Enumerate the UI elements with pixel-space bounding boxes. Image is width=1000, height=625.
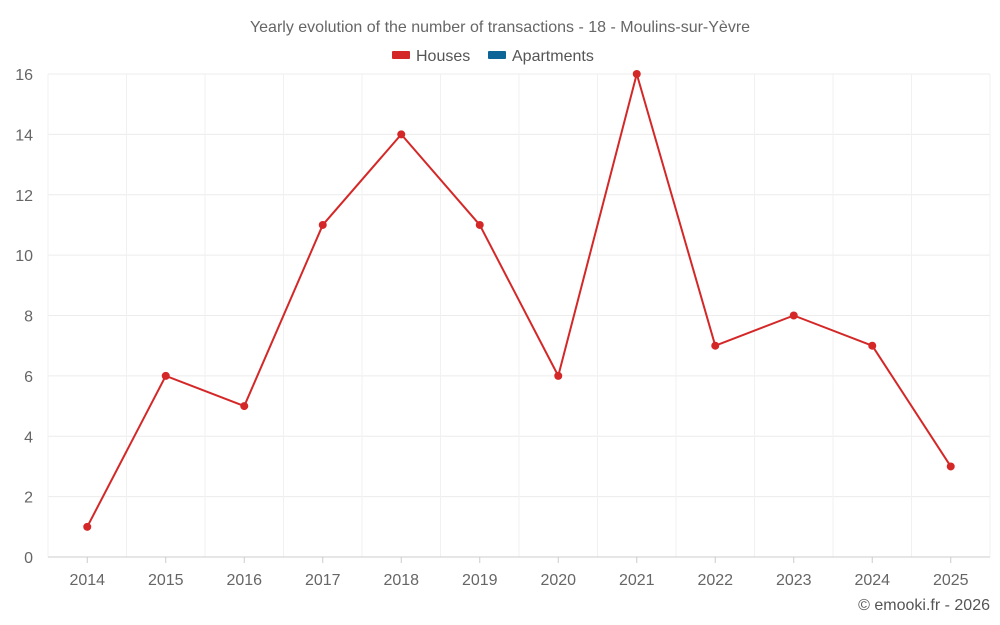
data-point[interactable]: [632, 70, 641, 78]
data-point[interactable]: [83, 522, 92, 531]
data-point[interactable]: [475, 220, 484, 229]
data-point[interactable]: [554, 371, 563, 380]
x-tick-label: 2024: [854, 572, 890, 589]
series-line-houses: [86, 73, 952, 528]
x-tick-label: 2025: [933, 572, 969, 589]
legend-item-houses[interactable]: Houses: [392, 48, 470, 65]
x-tick-label: 2016: [226, 572, 262, 589]
y-tick-label: 6: [24, 369, 33, 386]
x-tick-label: 2017: [305, 572, 341, 589]
legend-swatch-houses: [392, 51, 410, 59]
x-tick-label: 2019: [462, 572, 498, 589]
grid: [47, 73, 991, 558]
legend-label-houses: Houses: [416, 48, 470, 65]
x-tick-label: 2023: [776, 572, 812, 589]
y-tick-label: 10: [15, 248, 33, 265]
data-point[interactable]: [868, 341, 877, 350]
x-tick-label: 2014: [69, 572, 105, 589]
legend-item-apartments[interactable]: Apartments: [488, 48, 594, 65]
y-tick-label: 4: [24, 429, 33, 446]
x-tick-label: 2022: [697, 572, 733, 589]
y-tick-label: 0: [24, 550, 33, 567]
legend: Houses Apartments: [392, 48, 594, 65]
data-point[interactable]: [161, 371, 170, 380]
x-tick-label: 2020: [540, 572, 576, 589]
data-point[interactable]: [711, 341, 720, 350]
data-point[interactable]: [789, 311, 798, 320]
y-axis: 0 2 4 6 8 10 12 14 16: [15, 67, 33, 567]
data-point[interactable]: [318, 220, 327, 229]
y-tick-label: 16: [15, 67, 33, 84]
data-point[interactable]: [240, 402, 249, 411]
x-tick-label: 2015: [148, 572, 184, 589]
data-point[interactable]: [946, 462, 955, 471]
chart-title: Yearly evolution of the number of transa…: [250, 19, 750, 36]
x-axis: 2014 2015 2016 2017 2018 2019 2020 2021 2022 2023…: [48, 556, 990, 589]
x-tick-label: 2018: [383, 572, 419, 589]
credit-text: © emooki.fr - 2026: [858, 597, 990, 614]
legend-label-apartments: Apartments: [512, 48, 594, 65]
y-tick-label: 8: [24, 309, 33, 326]
legend-swatch-apartments: [488, 51, 506, 59]
y-tick-label: 2: [24, 490, 33, 507]
series-layer: [83, 70, 955, 531]
y-tick-label: 12: [15, 188, 33, 205]
y-tick-label: 14: [15, 127, 33, 144]
data-point[interactable]: [397, 130, 406, 139]
x-tick-label: 2021: [619, 572, 655, 589]
